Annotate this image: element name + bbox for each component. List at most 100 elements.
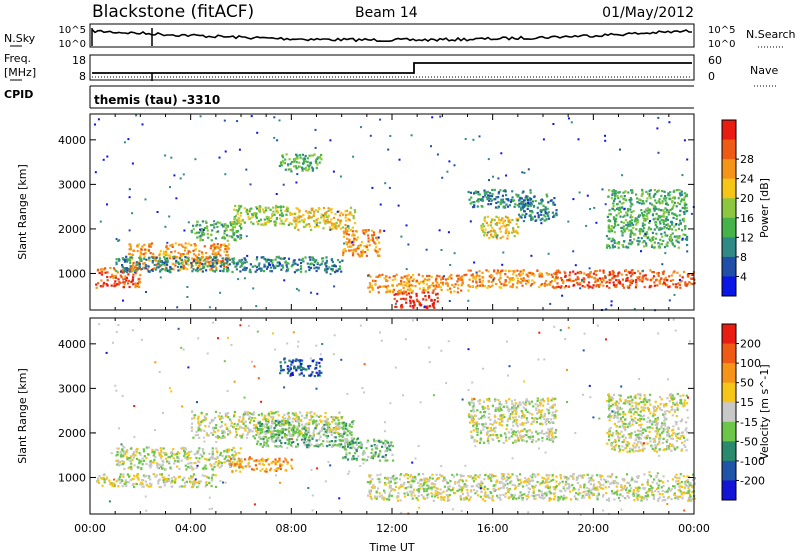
data-pixel [293, 431, 296, 434]
data-pixel [171, 262, 174, 265]
data-pixel [315, 161, 318, 164]
data-pixel [190, 475, 193, 478]
data-pixel [290, 265, 293, 268]
data-pixel [347, 225, 349, 228]
data-pixel [549, 302, 552, 305]
data-pixel [507, 221, 510, 224]
data-pixel [265, 209, 268, 212]
data-pixel [525, 480, 528, 484]
data-pixel [123, 141, 126, 144]
data-pixel [295, 269, 298, 272]
data-pixel [301, 169, 304, 172]
data-pixel [346, 237, 349, 240]
data-pixel [356, 247, 359, 250]
data-pixel [320, 442, 323, 446]
data-pixel [684, 206, 687, 209]
data-pixel [257, 413, 260, 417]
data-pixel [273, 136, 276, 139]
data-pixel [562, 280, 565, 283]
data-pixel [612, 226, 616, 229]
data-pixel [202, 452, 205, 455]
data-pixel [279, 369, 283, 372]
data-pixel [383, 285, 386, 288]
data-pixel [608, 278, 611, 281]
data-pixel [101, 285, 105, 288]
nsky-tick-low-left: 10^0 [59, 39, 86, 50]
data-pixel [262, 436, 265, 439]
data-pixel [527, 281, 530, 284]
data-pixel [173, 255, 176, 258]
data-pixel [297, 366, 300, 369]
data-pixel [467, 299, 470, 302]
data-pixel [288, 417, 291, 420]
data-pixel [275, 460, 278, 463]
data-pixel [116, 450, 119, 454]
data-pixel [213, 270, 216, 273]
data-pixel [648, 208, 651, 211]
data-pixel [243, 257, 246, 260]
data-pixel [504, 215, 507, 218]
data-pixel [428, 296, 431, 299]
data-pixel [478, 270, 481, 273]
data-pixel [172, 448, 175, 451]
data-pixel [159, 486, 162, 489]
data-pixel [143, 459, 146, 462]
data-pixel [100, 271, 103, 274]
data-pixel [341, 422, 344, 425]
data-pixel [424, 487, 427, 490]
data-pixel [181, 447, 184, 450]
data-pixel [654, 221, 657, 224]
data-pixel [645, 200, 648, 203]
data-pixel [523, 279, 526, 282]
data-pixel [329, 139, 332, 142]
data-pixel [201, 231, 205, 234]
data-pixel [528, 214, 531, 217]
data-pixel [219, 291, 222, 294]
data-pixel [367, 456, 370, 459]
data-pixel [627, 246, 630, 249]
data-pixel [156, 449, 159, 452]
data-pixel [360, 240, 364, 244]
data-pixel [648, 226, 651, 229]
data-pixel [253, 411, 256, 414]
data-pixel [300, 432, 303, 435]
data-pixel [154, 455, 157, 459]
data-pixel [284, 457, 287, 460]
data-pixel [379, 229, 382, 232]
data-pixel [187, 256, 190, 259]
data-pixel [499, 202, 502, 206]
data-pixel [661, 263, 664, 266]
data-pixel [331, 228, 334, 231]
data-pixel [315, 269, 318, 273]
data-pixel [628, 198, 631, 201]
data-pixel [472, 276, 475, 279]
data-pixel [159, 451, 162, 455]
data-pixel [470, 196, 473, 199]
data-pixel [346, 428, 349, 431]
data-pixel [657, 189, 661, 192]
data-pixel [629, 284, 632, 287]
data-pixel [218, 436, 221, 439]
data-pixel [239, 237, 242, 240]
data-pixel [226, 239, 229, 242]
data-pixel [114, 274, 117, 277]
data-pixel [504, 279, 507, 282]
data-pixel [221, 236, 224, 240]
data-pixel [506, 216, 509, 219]
data-pixel [510, 277, 513, 280]
data-pixel [308, 223, 311, 226]
data-pixel [338, 443, 341, 446]
data-pixel [280, 264, 283, 267]
data-pixel [629, 235, 632, 238]
data-pixel [453, 285, 456, 288]
data-pixel [177, 261, 180, 264]
data-pixel [490, 280, 493, 283]
data-pixel [628, 229, 631, 232]
data-pixel [235, 209, 238, 212]
data-pixel [524, 214, 527, 217]
data-pixel [297, 228, 300, 231]
data-pixel [241, 466, 244, 469]
data-pixel [382, 455, 385, 458]
data-pixel [132, 261, 135, 265]
